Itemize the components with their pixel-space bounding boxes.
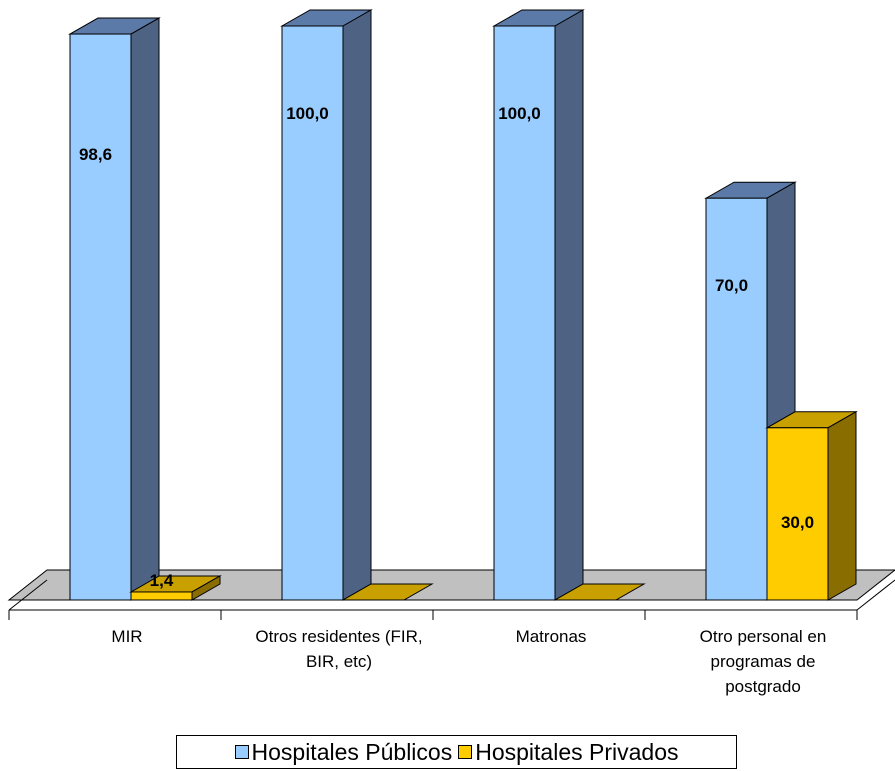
category-label: Otros residentes (FIR, bbox=[255, 627, 422, 646]
category-label: postgrado bbox=[725, 677, 801, 696]
category-label: BIR, etc) bbox=[306, 652, 372, 671]
data-label: 100,0 bbox=[498, 104, 541, 123]
data-label: 98,6 bbox=[79, 145, 112, 164]
data-label: 100,0 bbox=[286, 104, 329, 123]
bar-1-3-front bbox=[766, 427, 829, 601]
bar-1-1-top bbox=[341, 583, 434, 601]
bar-0-2-front bbox=[493, 25, 556, 601]
category-label: Otro personal en bbox=[700, 627, 827, 646]
bar-1-2-top bbox=[553, 583, 646, 601]
data-label: 70,0 bbox=[715, 276, 748, 295]
bar-0-2-side bbox=[554, 9, 584, 601]
x-axis-right-edge bbox=[856, 579, 895, 611]
bar-0-0-front bbox=[69, 33, 132, 601]
bar-0-1-front bbox=[281, 25, 344, 601]
legend-swatch-privados bbox=[458, 745, 473, 759]
data-labels: 98,6 1,4 100,0 100,0 70,0 30,0 bbox=[79, 104, 814, 590]
bar-0-1-side bbox=[342, 9, 372, 601]
x-axis-left-edge bbox=[8, 579, 48, 611]
bars bbox=[68, 9, 858, 601]
legend-label-publicos: Hospitales Públicos bbox=[251, 738, 453, 765]
legend-item-publicos: Hospitales Públicos bbox=[234, 738, 453, 766]
category-label: Matronas bbox=[516, 627, 587, 646]
legend-item-privados: Hospitales Privados bbox=[458, 739, 678, 766]
data-label: 30,0 bbox=[781, 513, 814, 532]
legend-label-privados: Hospitales Privados bbox=[475, 738, 679, 765]
legend: Hospitales Públicos Hospitales Privados bbox=[176, 735, 737, 769]
bar-1-3-side bbox=[827, 410, 857, 601]
bar-0-0-side bbox=[130, 17, 160, 601]
data-label: 1,4 bbox=[150, 571, 174, 590]
category-label: programas de bbox=[711, 652, 816, 671]
bar-0-3-front bbox=[705, 197, 768, 601]
bar-1-0-front bbox=[130, 591, 193, 601]
category-label: MIR bbox=[111, 627, 142, 646]
category-axis: MIR Otros residentes (FIR, BIR, etc) Matron… bbox=[8, 579, 895, 696]
legend-swatch-publicos bbox=[234, 745, 249, 759]
